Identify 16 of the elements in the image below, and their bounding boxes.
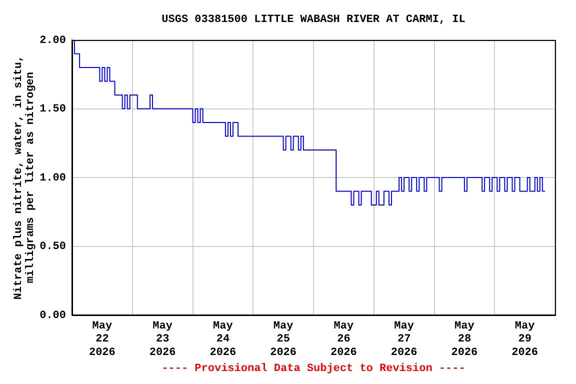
x-tick-label: May 23 2026: [149, 320, 176, 359]
text: ---- Provisional Data Subject to Revision ----: [162, 362, 466, 375]
y-tick-label: 1.50: [40, 104, 66, 116]
x-tick-label: May 28 2026: [451, 320, 478, 359]
x-tick-label: May 26 2026: [330, 320, 357, 359]
x-tick-label: May 24 2026: [210, 320, 236, 359]
y-tick-label: 1.00: [40, 172, 66, 184]
x-tick-label: May 27 2026: [390, 320, 418, 359]
y-tick-label: 2.00: [40, 34, 66, 47]
chart-title: USGS 03381500 LITTLE WABASH RIVER AT CARMI, IL: [162, 14, 466, 26]
x-tick-label: May 25 2026: [270, 320, 297, 359]
y-axis-title: Nitrate plus nitrite, water, in situ, milligrams per liter as nitrogen: [12, 55, 37, 300]
x-tick-label: May 22 2026: [88, 320, 116, 359]
y-tick-label: 0.50: [40, 241, 66, 254]
y-tick-label: 0.00: [40, 310, 66, 322]
x-tick-label: May 29 2026: [512, 320, 538, 359]
